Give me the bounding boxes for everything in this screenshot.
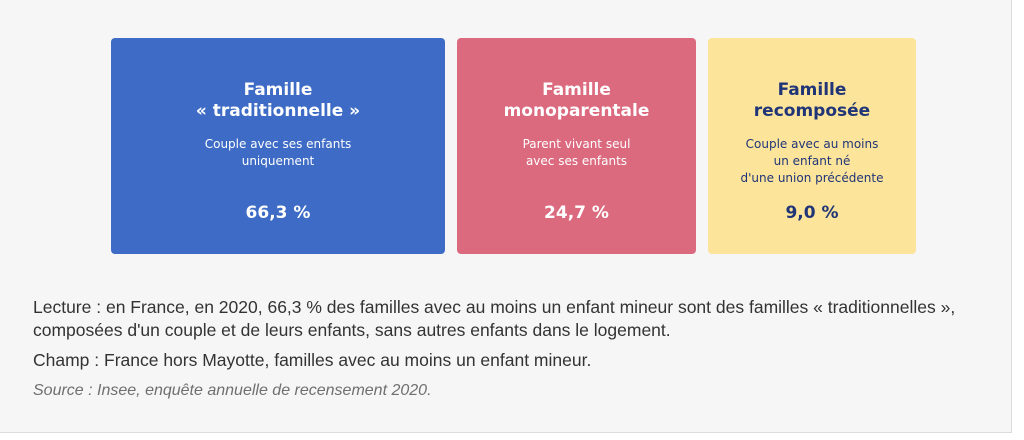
card-description: Parent vivant seul avec ses enfants (522, 137, 631, 168)
champ-note: Champ : France hors Mayotte, familles av… (33, 350, 592, 370)
card-title: Famille « traditionnelle » (195, 80, 361, 121)
card-description: Couple avec au moins un enfant né d'une … (740, 137, 884, 185)
card-famille-recomposee: Famille recomposée Couple avec au moins … (708, 38, 916, 254)
card-famille-monoparentale: Famille monoparentale Parent vivant seul… (457, 38, 696, 254)
lecture-note: Lecture : en France, en 2020, 66,3 % des… (33, 297, 956, 340)
card-value: 66,3 % (245, 203, 311, 223)
card-famille-traditionnelle: Famille « traditionnelle » Couple avec s… (111, 38, 445, 254)
card-value: 24,7 % (544, 203, 609, 223)
card-title: Famille monoparentale (503, 80, 650, 121)
figure-notes: Lecture : en France, en 2020, 66,3 % des… (33, 296, 993, 409)
card-value: 9,0 % (785, 203, 839, 223)
figure-panel: Famille « traditionnelle » Couple avec s… (0, 0, 1012, 433)
source-note: Source : Insee, enquête annuelle de rece… (33, 382, 432, 399)
card-description: Couple avec ses enfants uniquement (204, 137, 352, 168)
card-title: Famille recomposée (753, 80, 871, 121)
